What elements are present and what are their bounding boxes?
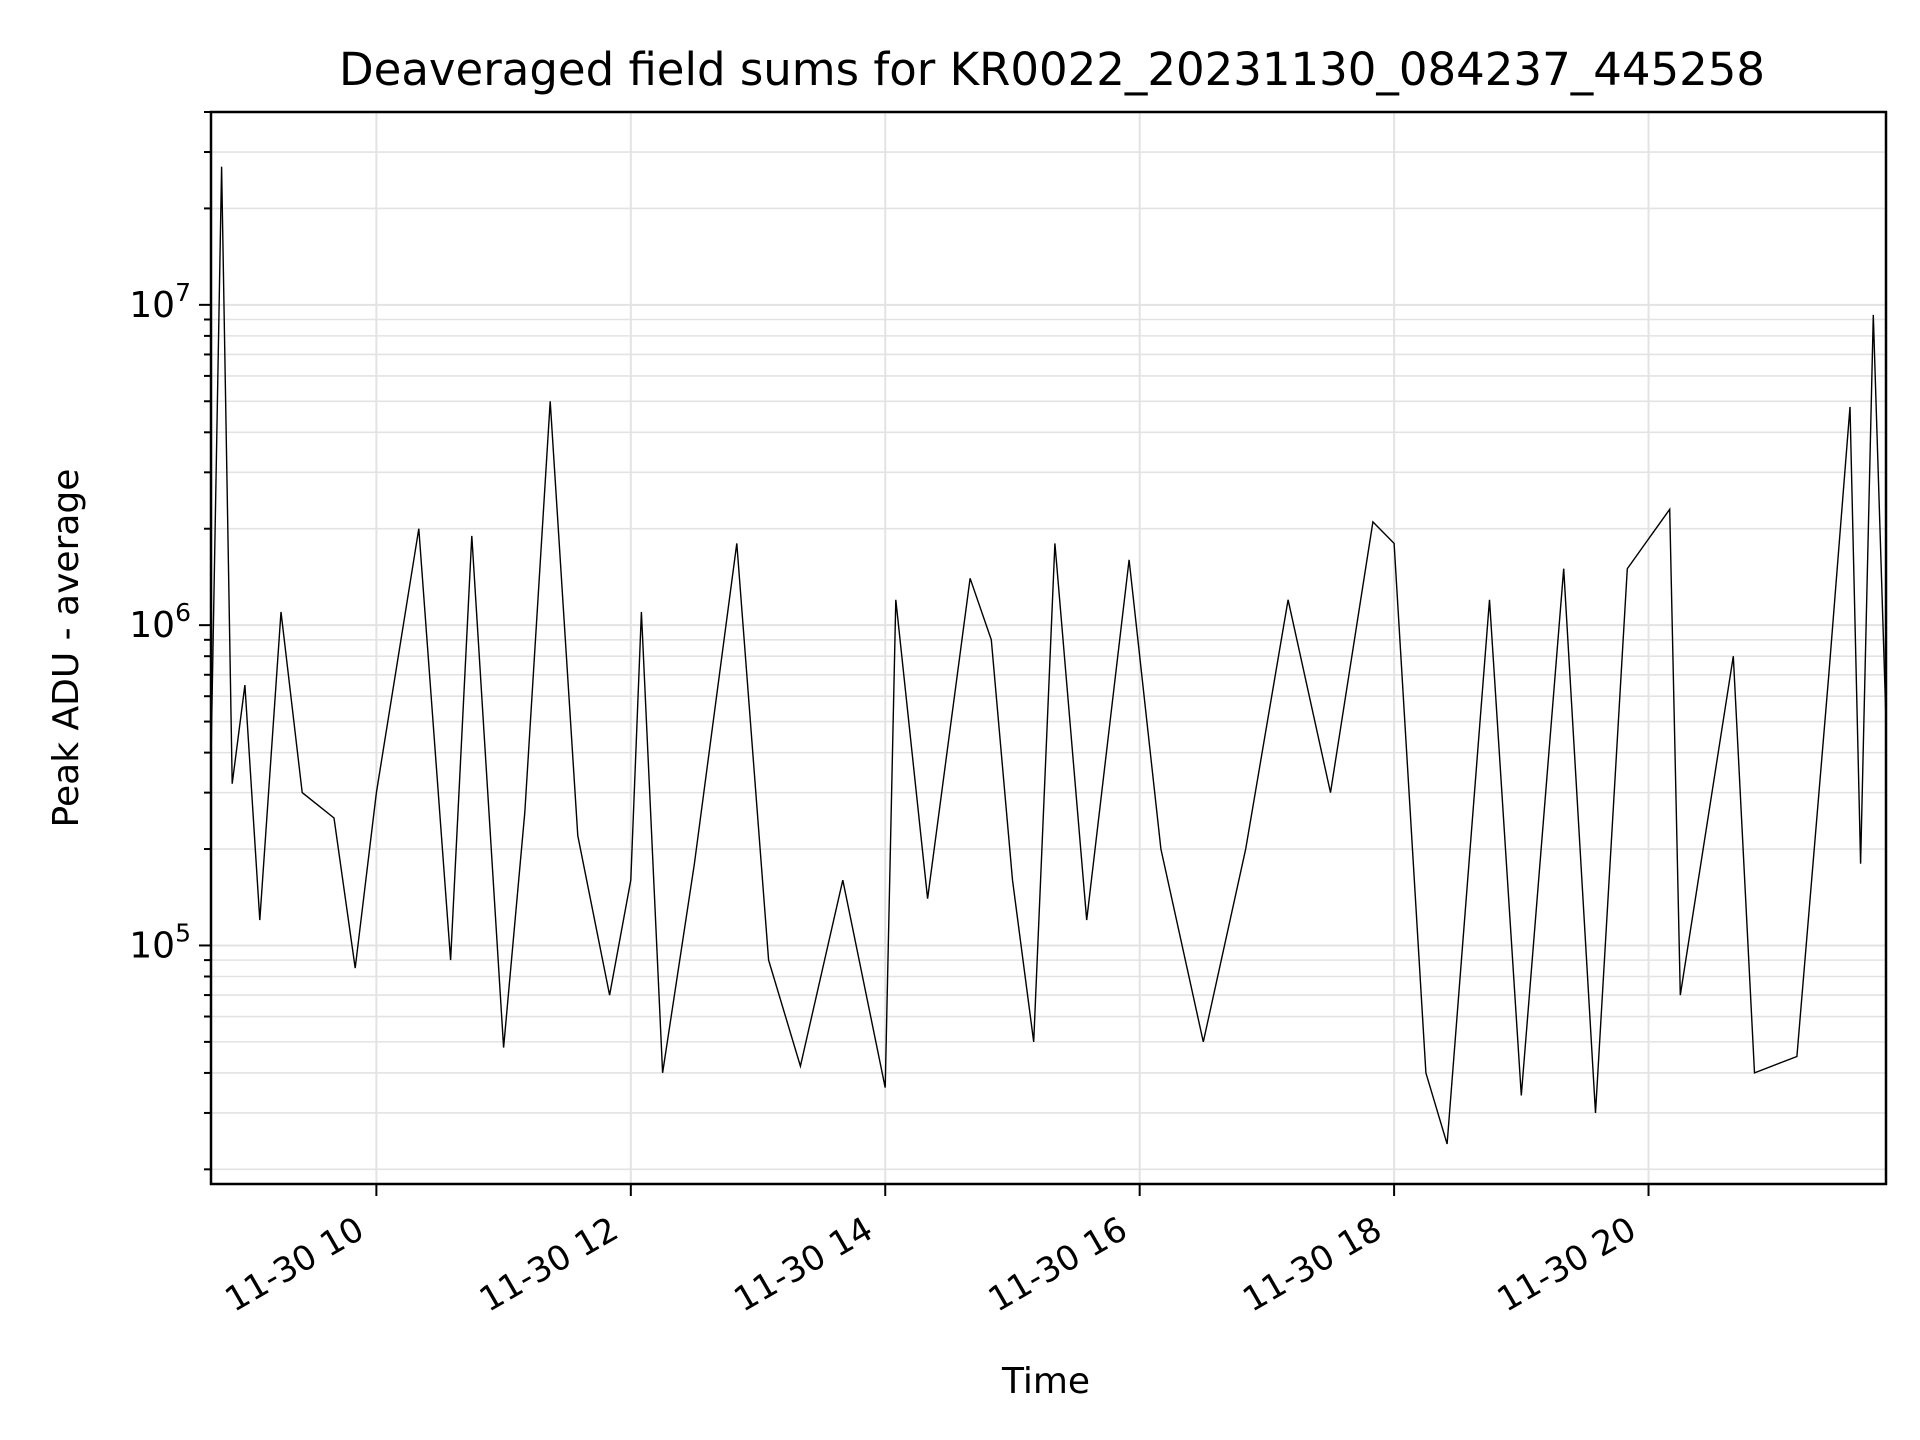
y-tick-label: 105 (129, 918, 191, 966)
plot-area (210, 166, 1887, 1145)
series-line (210, 166, 1887, 1145)
y-tick-label: 106 (129, 598, 191, 646)
y-tick-label: 107 (129, 278, 191, 326)
y-axis: 105 106 107 (129, 111, 211, 1171)
chart-title: Deaveraged field sums for KR0022_2023113… (339, 43, 1765, 96)
y-axis-label: Peak ADU - average (46, 469, 87, 828)
plot-frame (209, 110, 1888, 1186)
x-axis-label: Time (1001, 1361, 1090, 1402)
